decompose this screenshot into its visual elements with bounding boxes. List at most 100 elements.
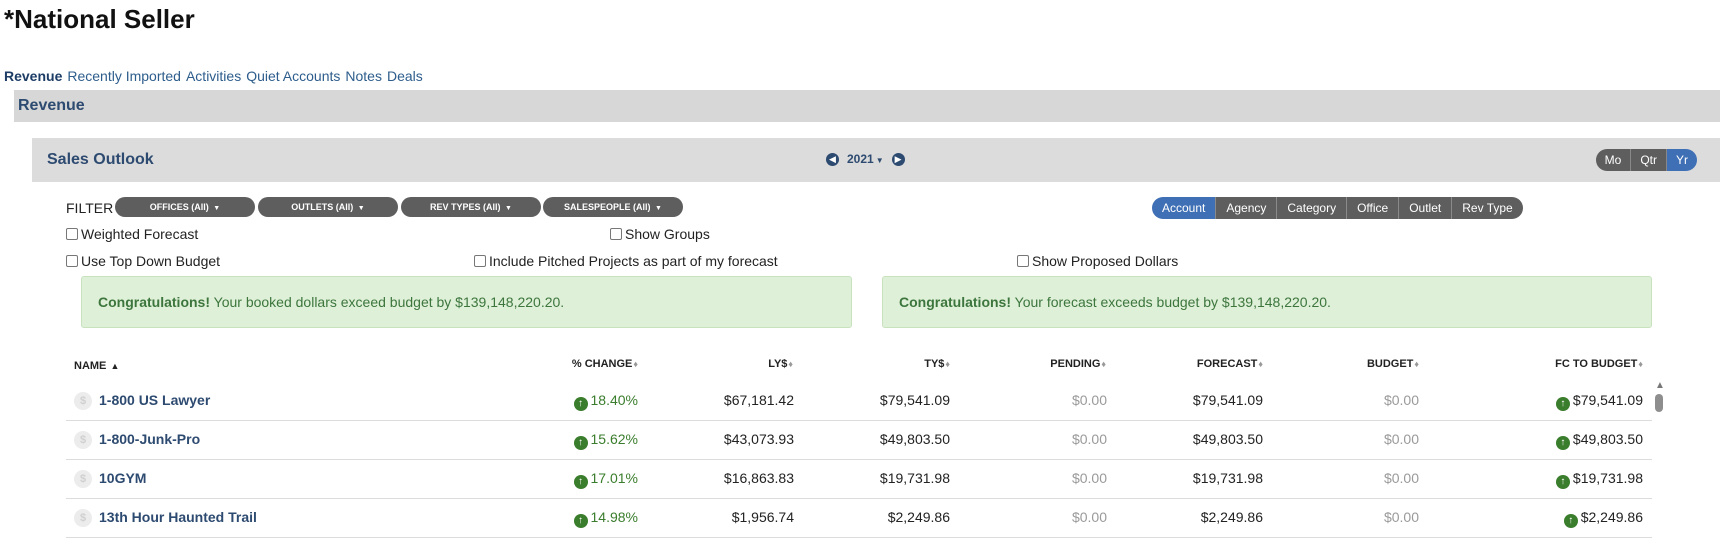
- change-value: 17.01%: [590, 470, 638, 486]
- rev-types-filter-dropdown[interactable]: REV TYPES (All) ▼: [401, 197, 541, 217]
- sort-icon: ♦: [788, 359, 793, 369]
- col-forecast-label: FORECAST: [1196, 358, 1258, 370]
- pending-cell: $0.00: [1071, 392, 1107, 408]
- fc-to-budget-value: $79,541.09: [1572, 392, 1643, 408]
- ly-cell: $43,073.93: [723, 431, 794, 447]
- forecast-cell: $19,731.98: [1192, 470, 1263, 486]
- col-budget-header[interactable]: BUDGET♦: [1367, 358, 1419, 370]
- col-name-label: NAME: [74, 360, 107, 372]
- year-nav: ◀ 2021 ▼ ▶: [826, 152, 905, 166]
- year-select[interactable]: 2021 ▼: [847, 152, 884, 166]
- include-pitched-option[interactable]: Include Pitched Projects as part of my f…: [474, 253, 778, 269]
- col-name-header[interactable]: NAME ▲︎: [74, 360, 119, 372]
- show-proposed-option[interactable]: Show Proposed Dollars: [1017, 253, 1178, 269]
- booked-alert-heading: Congratulations!: [98, 294, 210, 310]
- budget-cell: $0.00: [1383, 392, 1419, 408]
- offices-filter-label: OFFICES (All): [149, 202, 209, 212]
- show-proposed-label: Show Proposed Dollars: [1032, 253, 1179, 269]
- dollar-icon[interactable]: $: [74, 392, 92, 410]
- group-account-tab[interactable]: Account: [1152, 197, 1216, 219]
- page-title: *National Seller: [4, 4, 195, 34]
- fc-to-budget-cell: ↑ $79,541.09: [1555, 392, 1643, 411]
- dollar-icon[interactable]: $: [74, 470, 92, 488]
- arrow-up-icon: ↑: [573, 475, 588, 489]
- outlets-filter-dropdown[interactable]: OUTLETS (All) ▼: [258, 197, 398, 217]
- table-scrollbar[interactable]: ▲: [1653, 380, 1665, 532]
- col-budget-label: BUDGET: [1366, 358, 1414, 370]
- period-yr-button[interactable]: Yr: [1666, 149, 1697, 171]
- chevron-down-icon: ▼: [505, 205, 512, 212]
- change-value: 14.98%: [590, 509, 638, 525]
- scroll-thumb[interactable]: [1655, 394, 1663, 412]
- forecast-budget-alert: Congratulations! Your forecast exceeds b…: [882, 276, 1652, 328]
- pending-cell: $0.00: [1071, 470, 1107, 486]
- prev-year-icon[interactable]: ◀: [826, 152, 839, 166]
- sort-icon: ♦: [1101, 359, 1106, 369]
- period-mo-button[interactable]: Mo: [1595, 149, 1631, 171]
- arrow-up-icon: ↑: [1555, 436, 1570, 450]
- sales-outlook-header: Sales Outlook ◀ 2021 ▼ ▶ Mo Qtr Yr: [32, 138, 1720, 182]
- col-ty-label: TY$: [924, 358, 945, 370]
- group-office-tab[interactable]: Office: [1346, 197, 1399, 219]
- col-change-label: % CHANGE: [571, 358, 633, 370]
- outlets-filter-label: OUTLETS (All): [291, 202, 354, 212]
- tab-deals[interactable]: Deals: [386, 68, 423, 84]
- show-proposed-checkbox[interactable]: [1017, 255, 1029, 267]
- offices-filter-dropdown[interactable]: OFFICES (All) ▼: [115, 197, 255, 217]
- salespeople-filter-label: SALESPEOPLE (All): [564, 202, 651, 212]
- dollar-icon[interactable]: $: [74, 509, 92, 527]
- group-outlet-tab[interactable]: Outlet: [1398, 197, 1452, 219]
- arrow-up-icon: ↑: [1563, 514, 1578, 528]
- budget-cell: $0.00: [1383, 431, 1419, 447]
- next-year-icon[interactable]: ▶: [891, 152, 905, 166]
- revenue-table: NAME ▲︎ % CHANGE♦ LY$♦ TY$♦ PENDING♦ FOR…: [66, 352, 1652, 538]
- show-groups-option[interactable]: Show Groups: [610, 226, 710, 242]
- top-down-budget-option[interactable]: Use Top Down Budget: [66, 253, 220, 269]
- change-cell: ↑ 14.98%: [573, 509, 638, 528]
- tab-activities[interactable]: Activities: [185, 68, 242, 84]
- tab-quiet-accounts[interactable]: Quiet Accounts: [246, 68, 341, 84]
- salespeople-filter-dropdown[interactable]: SALESPEOPLE (All) ▼: [543, 197, 683, 217]
- col-fc-to-budget-header[interactable]: FC TO BUDGET♦: [1555, 358, 1643, 370]
- arrow-up-icon: ↑: [573, 514, 588, 528]
- fc-to-budget-cell: ↑ $19,731.98: [1555, 470, 1643, 489]
- forecast-alert-text: Your forecast exceeds budget by $139,148…: [1011, 294, 1331, 310]
- col-pending-header[interactable]: PENDING♦: [1050, 358, 1106, 370]
- chevron-down-icon: ▼: [357, 205, 365, 212]
- include-pitched-checkbox[interactable]: [474, 255, 486, 267]
- tab-notes[interactable]: Notes: [345, 68, 382, 84]
- weighted-forecast-option[interactable]: Weighted Forecast: [66, 226, 198, 242]
- sort-icon: ♦: [945, 359, 950, 369]
- arrow-up-icon: ↑: [1555, 475, 1570, 489]
- top-down-budget-checkbox[interactable]: [66, 255, 78, 267]
- change-value: 15.62%: [590, 431, 638, 447]
- dollar-icon[interactable]: $: [74, 431, 92, 449]
- tab-revenue[interactable]: Revenue: [4, 68, 63, 84]
- group-category-tab[interactable]: Category: [1276, 197, 1347, 219]
- sort-icon: ▲︎: [110, 361, 120, 371]
- group-rev-type-tab[interactable]: Rev Type: [1451, 197, 1523, 219]
- scroll-up-arrow-icon[interactable]: ▲: [1655, 380, 1665, 391]
- col-change-header[interactable]: % CHANGE♦: [572, 358, 638, 370]
- account-link[interactable]: 1-800 US Lawyer: [99, 392, 211, 408]
- account-link[interactable]: 13th Hour Haunted Trail: [99, 509, 257, 525]
- col-ty-header[interactable]: TY$♦: [924, 358, 950, 370]
- pending-cell: $0.00: [1071, 509, 1107, 525]
- ty-cell: $19,731.98: [879, 470, 950, 486]
- arrow-up-icon: ↑: [1555, 397, 1570, 411]
- forecast-cell: $49,803.50: [1192, 431, 1263, 447]
- account-link[interactable]: 1-800-Junk-Pro: [99, 431, 201, 447]
- sort-icon: ♦: [1414, 359, 1419, 369]
- show-groups-checkbox[interactable]: [610, 228, 622, 240]
- col-forecast-header[interactable]: FORECAST♦: [1197, 358, 1263, 370]
- col-ly-header[interactable]: LY$♦: [768, 358, 793, 370]
- include-pitched-label: Include Pitched Projects as part of my f…: [489, 253, 778, 269]
- weighted-forecast-checkbox[interactable]: [66, 228, 78, 240]
- tab-recently-imported[interactable]: Recently Imported: [67, 68, 181, 84]
- filter-label: FILTER: [66, 200, 114, 216]
- period-qtr-button[interactable]: Qtr: [1630, 149, 1666, 171]
- group-agency-tab[interactable]: Agency: [1215, 197, 1277, 219]
- account-link[interactable]: 10GYM: [99, 470, 147, 486]
- ty-cell: $2,249.86: [887, 509, 950, 525]
- arrow-up-icon: ↑: [573, 436, 588, 450]
